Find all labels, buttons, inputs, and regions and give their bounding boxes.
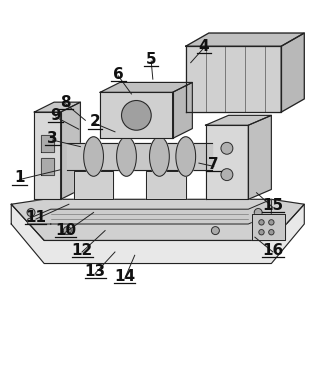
Polygon shape [281,33,304,112]
Ellipse shape [84,137,104,176]
Text: 13: 13 [85,264,106,279]
Text: 1: 1 [14,170,25,185]
Text: 6: 6 [113,67,124,82]
Ellipse shape [176,137,196,176]
Polygon shape [146,171,186,199]
Polygon shape [11,204,304,263]
Circle shape [221,169,233,180]
Text: 2: 2 [90,114,101,130]
Polygon shape [74,171,113,199]
Circle shape [269,220,274,225]
Circle shape [27,208,35,217]
Text: 16: 16 [262,243,284,258]
Text: 9: 9 [50,108,61,123]
Bar [41,135,54,152]
Bar [67,143,212,170]
Text: 10: 10 [55,223,76,238]
Circle shape [221,142,233,154]
Polygon shape [206,115,271,125]
Text: 5: 5 [146,52,156,67]
Text: 11: 11 [26,210,46,225]
Circle shape [63,227,71,235]
Circle shape [211,227,219,235]
Ellipse shape [149,137,169,176]
Bar [41,158,54,175]
Polygon shape [186,33,304,46]
Circle shape [269,230,274,235]
Polygon shape [28,199,271,224]
Text: 4: 4 [199,39,209,54]
Polygon shape [100,92,173,138]
Polygon shape [34,112,61,199]
Polygon shape [248,115,271,199]
Text: 12: 12 [71,243,93,258]
Polygon shape [252,214,285,241]
Circle shape [259,230,264,235]
Circle shape [259,220,264,225]
Polygon shape [11,199,304,241]
Polygon shape [206,125,248,199]
Polygon shape [61,102,80,199]
Polygon shape [186,46,281,112]
Polygon shape [173,82,192,138]
Text: 7: 7 [208,157,219,172]
Text: 3: 3 [47,131,58,146]
Circle shape [254,208,262,217]
Polygon shape [100,82,192,92]
Text: 14: 14 [114,269,135,284]
Text: 8: 8 [60,95,71,110]
Text: 15: 15 [262,199,284,213]
Polygon shape [34,102,80,112]
Circle shape [122,100,151,130]
Ellipse shape [117,137,136,176]
